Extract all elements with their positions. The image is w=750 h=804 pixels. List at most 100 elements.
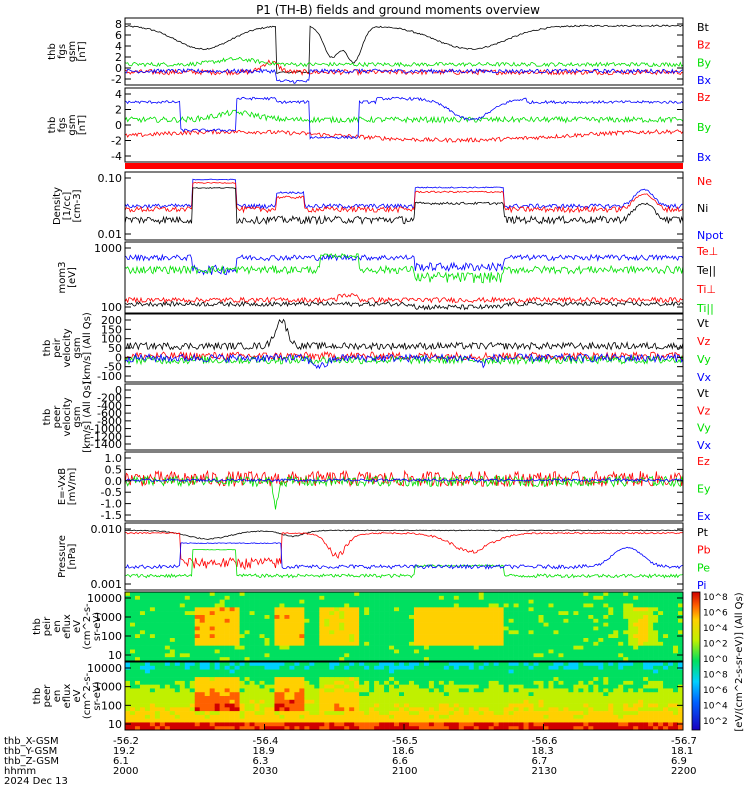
spectrogram-cell xyxy=(443,607,450,612)
spectrogram-cell xyxy=(513,680,519,685)
spectrogram-cell xyxy=(493,657,499,662)
spectrogram-cell xyxy=(628,649,634,654)
spectrogram-cell xyxy=(458,641,465,646)
spectrogram-cell xyxy=(418,680,425,685)
spectrogram-cell xyxy=(583,653,589,658)
spectrogram-cell xyxy=(528,611,534,616)
spectrogram-cell xyxy=(578,718,584,723)
spectrogram-cell xyxy=(518,611,524,616)
spectrogram-cell xyxy=(643,645,649,650)
spectrogram-cell xyxy=(125,718,131,723)
spectrogram-cell xyxy=(663,630,669,635)
spectrogram-cell xyxy=(528,649,534,654)
spectrogram-cell xyxy=(219,692,225,697)
spectrogram-cell xyxy=(209,595,215,600)
spectrogram-cell xyxy=(264,718,270,723)
spectrogram-cell xyxy=(653,726,659,731)
spectrogram-cell xyxy=(129,607,136,612)
spectrogram-cell xyxy=(438,611,445,616)
spectrogram-cell xyxy=(503,638,509,643)
spectrogram-cell xyxy=(638,669,644,674)
spectrogram-cell xyxy=(384,703,390,708)
spectrogram-cell xyxy=(408,707,415,712)
spectrogram-cell xyxy=(643,630,649,635)
spectrogram-cell xyxy=(139,634,146,639)
spectrogram-cell xyxy=(443,714,450,719)
spectrogram-cell xyxy=(583,726,589,731)
spectrogram-cell xyxy=(264,714,270,719)
spectrogram-cell xyxy=(259,726,265,731)
spectrogram-cell xyxy=(418,673,425,678)
spectrogram-cell xyxy=(364,688,370,693)
spectrogram-cell xyxy=(129,653,136,658)
spectrogram-cell xyxy=(249,641,255,646)
spectrogram-cell xyxy=(673,595,679,600)
spectrogram-cell xyxy=(548,657,554,662)
spectrogram-cell xyxy=(538,722,544,727)
spectrogram-cell xyxy=(583,703,589,708)
spectrogram-cell xyxy=(269,669,275,674)
spectrogram-cell xyxy=(518,718,524,723)
spectrogram-cell xyxy=(134,684,141,689)
spectrogram-cell xyxy=(478,665,485,670)
spectrogram-cell xyxy=(463,677,470,682)
spectrogram-cell xyxy=(354,615,360,620)
y-axis-label: peer xyxy=(42,684,53,708)
spectrogram-cell xyxy=(139,615,146,620)
spectrogram-cell xyxy=(224,611,230,616)
spectrogram-cell xyxy=(463,711,470,716)
spectrogram-cell xyxy=(169,615,176,620)
spectrogram-cell xyxy=(184,615,191,620)
spectrogram-cell xyxy=(663,603,669,608)
spectrogram-cell xyxy=(488,677,494,682)
spectrogram-cell xyxy=(344,592,350,597)
spectrogram-cell xyxy=(199,645,206,650)
spectrogram-cell xyxy=(369,718,375,723)
spectrogram-cell xyxy=(438,680,445,685)
spectrogram-cell xyxy=(498,726,504,731)
spectrogram-cell xyxy=(194,599,201,604)
spectrogram-cell xyxy=(149,638,156,643)
spectrogram-cell xyxy=(194,645,201,650)
spectrogram-cell xyxy=(274,630,280,635)
spectrogram-cell xyxy=(319,703,325,708)
spectrogram-cell xyxy=(224,626,230,631)
spectrogram-cell xyxy=(214,662,220,667)
spectrogram-cell xyxy=(493,638,499,643)
spectrogram-cell xyxy=(498,692,504,697)
spectrogram-cell xyxy=(538,641,544,646)
spectrogram-cell xyxy=(249,699,255,704)
x-axis-row-label: thb_X-GSM xyxy=(4,736,59,747)
spectrogram-cell xyxy=(389,711,395,716)
spectrogram-cell xyxy=(289,638,295,643)
spectrogram-cell xyxy=(463,662,470,667)
spectrogram-cell xyxy=(663,677,669,682)
spectrogram-cell xyxy=(125,645,131,650)
spectrogram-cell xyxy=(204,718,210,723)
spectrogram-cell xyxy=(483,665,489,670)
spectrogram-cell xyxy=(374,662,380,667)
spectrogram-cell xyxy=(413,645,420,650)
spectrogram-cell xyxy=(668,641,674,646)
spectrogram-cell xyxy=(239,603,245,608)
spectrogram-cell xyxy=(438,645,445,650)
spectrogram-cell xyxy=(583,645,589,650)
spectrogram-cell xyxy=(229,599,235,604)
spectrogram-cell xyxy=(379,653,385,658)
spectrogram-cell xyxy=(668,630,674,635)
spectrogram-cell xyxy=(269,622,275,627)
spectrogram-cell xyxy=(374,618,380,623)
spectrogram-cell xyxy=(254,677,260,682)
legend-entry: By xyxy=(697,121,712,134)
spectrogram-cell xyxy=(149,599,156,604)
spectrogram-cell xyxy=(668,653,674,658)
spectrogram-cell xyxy=(189,615,196,620)
spectrogram-cell xyxy=(478,653,485,658)
spectrogram-cell xyxy=(289,641,295,646)
spectrogram-cell xyxy=(144,626,151,631)
spectrogram-cell xyxy=(289,669,295,674)
separator-band xyxy=(125,163,683,169)
spectrogram-cell xyxy=(379,711,385,716)
spectrogram-cell xyxy=(478,662,485,667)
